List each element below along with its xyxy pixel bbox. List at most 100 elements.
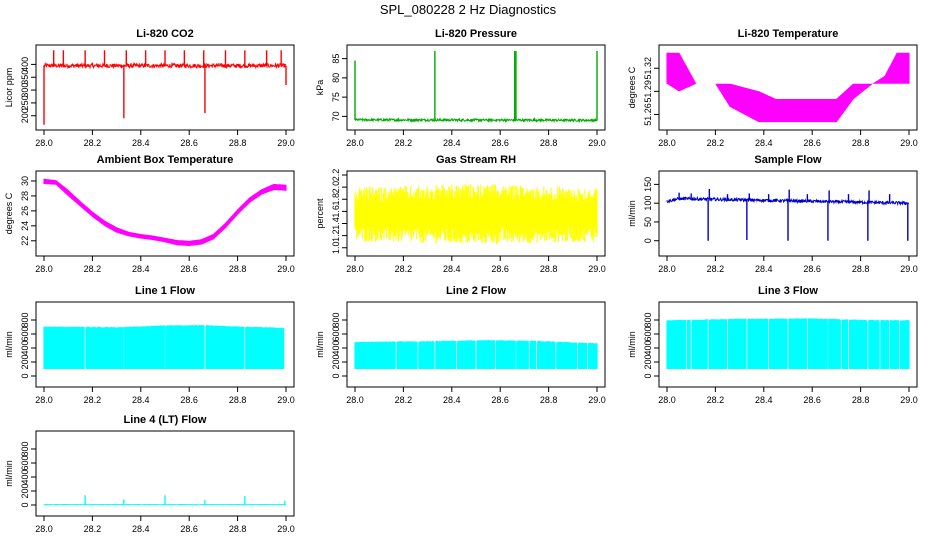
- panel-line2-flow: Line 2 Flow 28.0 28.2 28.4 28.6 28.8 29.0 0 2004…: [315, 285, 606, 405]
- x-tick-label: 28.8: [229, 395, 247, 405]
- plot-frame: [35, 170, 295, 257]
- series-line: [354, 117, 598, 124]
- series-band: [43, 178, 287, 246]
- x-tick-label: 28.4: [755, 395, 773, 405]
- panel-title: Ambient Box Temperature: [97, 154, 234, 166]
- plot-frame: [35, 301, 295, 388]
- x-tick-label: 28.0: [346, 264, 364, 274]
- y-tick-label: 400: [643, 340, 653, 355]
- x-tick-label: 28.8: [540, 138, 558, 148]
- series-area: [354, 340, 598, 369]
- x-axis: 28.0 28.2 28.4 28.6 28.8 29.0: [658, 256, 918, 274]
- y-tick-label: 22: [20, 236, 30, 246]
- panel-title: Line 2 Flow: [446, 285, 506, 297]
- y-tick-label: 1.6: [331, 205, 341, 218]
- plot-data: [43, 178, 287, 246]
- panel-line1-flow: Line 1 Flow 28.0 28.2 28.4 28.6 28.8 29.0 0 2004…: [4, 285, 295, 405]
- x-tick-label: 28.2: [395, 395, 413, 405]
- x-tick-label: 28.0: [35, 264, 53, 274]
- y-tick-label: 2.2: [331, 169, 341, 182]
- y-tick-label: 600: [20, 455, 30, 470]
- x-tick-label: 28.2: [395, 138, 413, 148]
- plot-data: [43, 325, 285, 369]
- x-axis: 28.0 28.2 28.4 28.6 28.8 29.0: [35, 387, 295, 405]
- y-tick-label: 800: [20, 441, 30, 456]
- y-tick-label: 26: [20, 206, 30, 216]
- panel-title: Line 3 Flow: [758, 285, 818, 297]
- x-axis: 28.0 28.2 28.4 28.6 28.8 29.0: [35, 256, 295, 274]
- x-axis: 28.0 28.2 28.4 28.6 28.8 29.0: [658, 387, 918, 405]
- panel-title: Sample Flow: [754, 154, 822, 166]
- x-tick-label: 28.0: [658, 395, 676, 405]
- x-axis: 28.0 28.2 28.4 28.6 28.8 29.0: [346, 130, 606, 148]
- x-tick-label: 28.4: [443, 138, 461, 148]
- x-tick-label: 28.4: [132, 264, 150, 274]
- y-tick-label: 350: [20, 70, 30, 85]
- x-tick-label: 28.2: [84, 264, 102, 274]
- x-tick-label: 28.6: [803, 264, 821, 274]
- y-axis: 70 75 80 85: [331, 54, 347, 121]
- x-tick-label: 28.8: [540, 395, 558, 405]
- y-tick-label: 400: [20, 57, 30, 72]
- y-axis-label: degrees C: [627, 66, 637, 108]
- x-axis: 28.0 28.2 28.4 28.6 28.8 29.0: [658, 130, 918, 148]
- y-axis-label: ml/min: [4, 331, 14, 358]
- y-tick-label: 300: [20, 83, 30, 98]
- panel-title: Gas Stream RH: [436, 154, 516, 166]
- x-tick-label: 28.6: [180, 264, 198, 274]
- y-axis-label: ml/min: [315, 331, 325, 358]
- x-tick-label: 29.0: [588, 395, 606, 405]
- y-axis-label: ml/min: [4, 460, 14, 487]
- y-tick-label: 150: [643, 177, 653, 192]
- panel-line4-flow: Line 4 (LT) Flow 28.0 28.2 28.4 28.6 28.8 29.0…: [4, 414, 295, 534]
- x-tick-label: 28.6: [491, 264, 509, 274]
- y-tick-label: 600: [331, 326, 341, 341]
- panel-rh: Gas Stream RH 28.0 28.2 28.4 28.6 28.8 29.0 1.0…: [315, 154, 606, 274]
- plot-data: [354, 50, 598, 124]
- x-tick-label: 28.6: [491, 138, 509, 148]
- series-area: [43, 325, 285, 369]
- series-line: [43, 503, 287, 506]
- x-tick-label: 28.2: [707, 395, 725, 405]
- x-tick-label: 28.6: [491, 395, 509, 405]
- plot-data: [666, 188, 910, 241]
- panel-co2: Li-820 CO2 28.0 28.2 28.4 28.6 28.8 29.0 200250…: [4, 28, 295, 148]
- y-tick-label: 51.29: [643, 80, 653, 103]
- panel-box-temp: Ambient Box Temperature 28.0 28.2 28.4 28.6 2…: [4, 154, 295, 274]
- x-tick-label: 28.4: [132, 138, 150, 148]
- panel-title: Li-820 CO2: [136, 28, 193, 40]
- y-tick-label: 51.26: [643, 103, 653, 126]
- y-tick-label: 50: [643, 217, 653, 227]
- x-tick-label: 29.0: [588, 264, 606, 274]
- x-tick-label: 28.8: [852, 264, 870, 274]
- x-tick-label: 28.4: [755, 138, 773, 148]
- panel-title: Li-820 Pressure: [435, 28, 517, 40]
- x-tick-label: 28.2: [707, 264, 725, 274]
- y-tick-label: 1.0: [331, 241, 341, 254]
- y-tick-label: 800: [20, 312, 30, 327]
- plot-frame: [35, 430, 295, 517]
- y-tick-label: 400: [331, 340, 341, 355]
- y-tick-label: 0: [643, 238, 653, 243]
- y-tick-label: 70: [331, 111, 341, 121]
- x-tick-label: 28.8: [229, 264, 247, 274]
- panel-title: Line 4 (LT) Flow: [124, 414, 207, 426]
- plot-data: [666, 318, 910, 369]
- x-tick-label: 29.0: [588, 138, 606, 148]
- plot-frame: [346, 170, 606, 257]
- plot-data: [354, 340, 598, 369]
- plot-frame: [35, 44, 295, 131]
- plot-frame: [346, 301, 606, 388]
- plot-data: [43, 50, 287, 125]
- y-tick-label: 1.8: [331, 193, 341, 206]
- x-axis: 28.0 28.2 28.4 28.6 28.8 29.0: [346, 256, 606, 274]
- y-tick-label: 250: [20, 95, 30, 110]
- x-tick-label: 28.6: [180, 524, 198, 534]
- y-tick-label: 2.0: [331, 181, 341, 194]
- y-axis-label: degrees C: [4, 192, 14, 234]
- x-tick-label: 28.8: [229, 524, 247, 534]
- x-tick-label: 29.0: [277, 138, 295, 148]
- panel-sample-flow: Sample Flow 28.0 28.2 28.4 28.6 28.8 29.0 0 50 10…: [627, 154, 918, 274]
